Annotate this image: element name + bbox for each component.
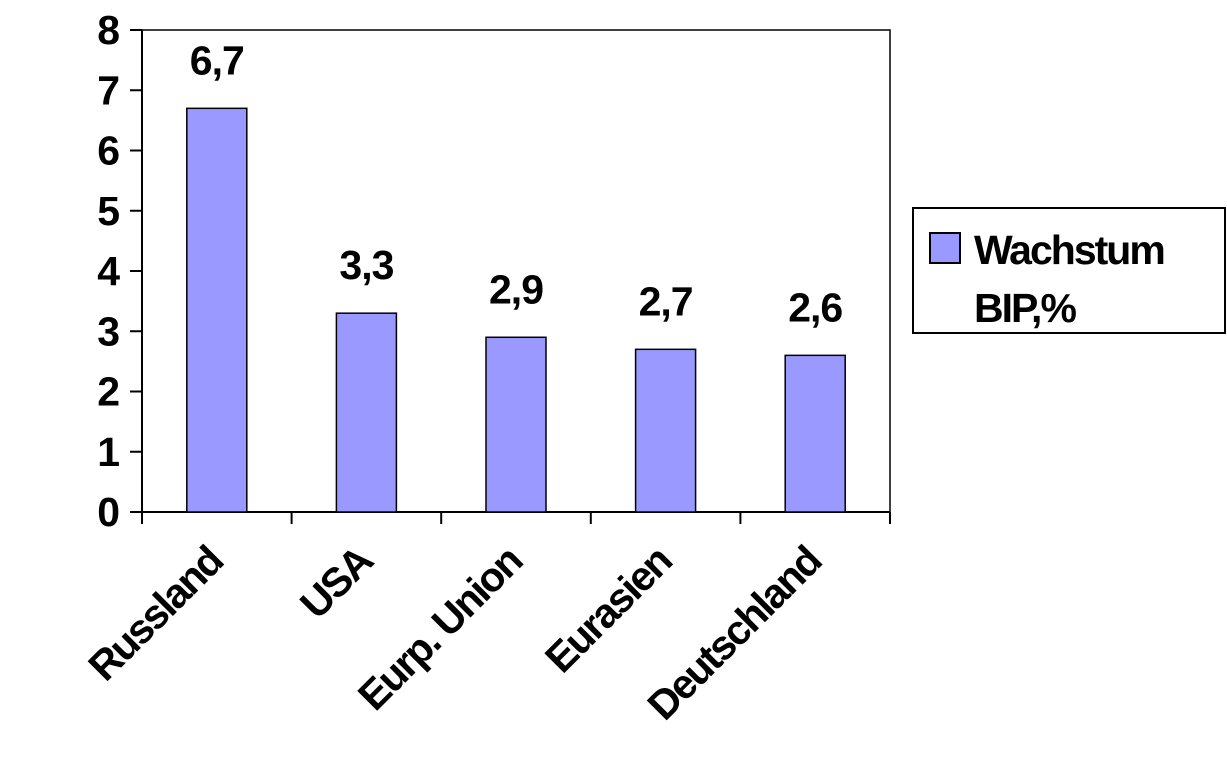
legend-box: [912, 207, 1226, 334]
bar-value-label: 6,7: [190, 37, 244, 83]
bar: [485, 336, 547, 513]
y-tick-label: 8: [97, 7, 120, 53]
y-tick-label: 3: [97, 308, 120, 354]
y-tick-label: 0: [97, 489, 120, 535]
x-category-label: USA: [291, 537, 381, 627]
bar-value-label: 3,3: [339, 242, 393, 288]
legend-swatch: [929, 232, 961, 264]
y-tick-label: 6: [97, 128, 120, 174]
x-category-label: Russland: [79, 538, 231, 690]
bar: [186, 107, 248, 513]
y-tick-label: 5: [97, 188, 120, 234]
bar: [634, 348, 697, 513]
legend-label-line-2: BIP,%: [974, 285, 1076, 331]
y-axis: 0 1 2 3 4 5 6 7 8: [97, 7, 143, 535]
legend-label-line-1: Wachstum: [974, 227, 1164, 273]
bar-value-label: 2,9: [489, 266, 543, 312]
y-tick-label: 2: [97, 369, 120, 415]
bar-value-label: 2,7: [639, 278, 693, 324]
x-category-label: Eurp. Union: [349, 538, 530, 719]
bars: [186, 107, 846, 513]
y-tick-label: 4: [97, 248, 120, 294]
bar: [784, 354, 846, 513]
y-tick-label: 7: [97, 67, 120, 113]
x-category-label: Eurasien: [536, 538, 680, 682]
bar-value-label: 2,6: [788, 284, 842, 330]
legend: Wachstum BIP,%: [912, 207, 1226, 334]
bar: [335, 312, 398, 513]
y-tick-label: 1: [97, 429, 120, 475]
data-labels: 6,7 3,3 2,9 2,7 2,6: [190, 37, 844, 330]
